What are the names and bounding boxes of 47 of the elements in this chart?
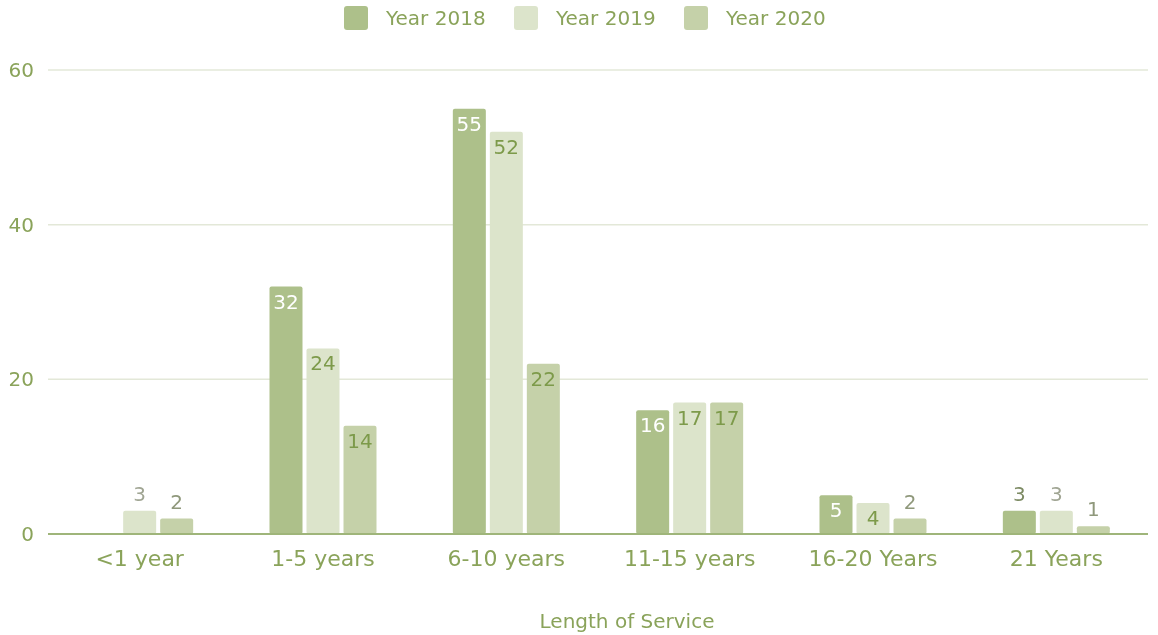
data-label: 16 xyxy=(639,413,666,438)
data-label: 14 xyxy=(347,428,373,453)
bar xyxy=(160,518,194,534)
bar xyxy=(269,286,303,534)
data-label: 2 xyxy=(903,489,917,514)
x-tick-label: 16-20 Years xyxy=(808,546,938,571)
legend-label: Year 2018 xyxy=(385,6,486,30)
bar xyxy=(1076,526,1110,534)
bar xyxy=(123,510,157,534)
data-label: 22 xyxy=(530,366,557,391)
x-tick-label: <1 year xyxy=(95,546,185,571)
y-tick-label: 20 xyxy=(8,367,34,392)
data-label: 1 xyxy=(1086,497,1100,522)
x-tick-label: 6-10 years xyxy=(447,546,566,571)
x-tick-label: 21 Years xyxy=(1009,546,1103,571)
x-tick-label: 11-15 years xyxy=(623,546,756,571)
y-tick-label: 60 xyxy=(8,58,34,82)
bar xyxy=(1039,510,1073,534)
data-label: 24 xyxy=(310,351,336,376)
x-axis-title: Length of Service xyxy=(539,609,715,633)
data-label: 32 xyxy=(273,289,299,314)
bar xyxy=(489,131,523,534)
data-label: 3 xyxy=(1012,481,1026,506)
data-label: 3 xyxy=(133,481,147,506)
bar xyxy=(343,425,377,534)
data-label: 17 xyxy=(713,405,740,430)
bar xyxy=(673,402,707,534)
bar xyxy=(893,518,927,534)
y-tick-label: 0 xyxy=(21,522,34,546)
data-label: 17 xyxy=(676,405,703,430)
bar xyxy=(452,108,486,534)
x-tick-label: 1-5 years xyxy=(271,546,375,571)
data-label: 4 xyxy=(866,506,880,531)
y-tick-label: 40 xyxy=(8,212,34,237)
legend-label: Year 2019 xyxy=(555,6,656,30)
bar xyxy=(710,402,744,534)
legend-label: Year 2020 xyxy=(725,6,826,30)
data-label: 3 xyxy=(1049,481,1063,506)
bar xyxy=(1002,510,1036,534)
data-label: 55 xyxy=(456,111,483,136)
bar xyxy=(636,410,670,534)
bar xyxy=(306,348,340,534)
data-label: 5 xyxy=(829,498,843,523)
bar xyxy=(819,495,853,534)
data-label: 52 xyxy=(493,134,520,159)
data-label: 2 xyxy=(170,489,184,514)
bar xyxy=(526,363,560,534)
